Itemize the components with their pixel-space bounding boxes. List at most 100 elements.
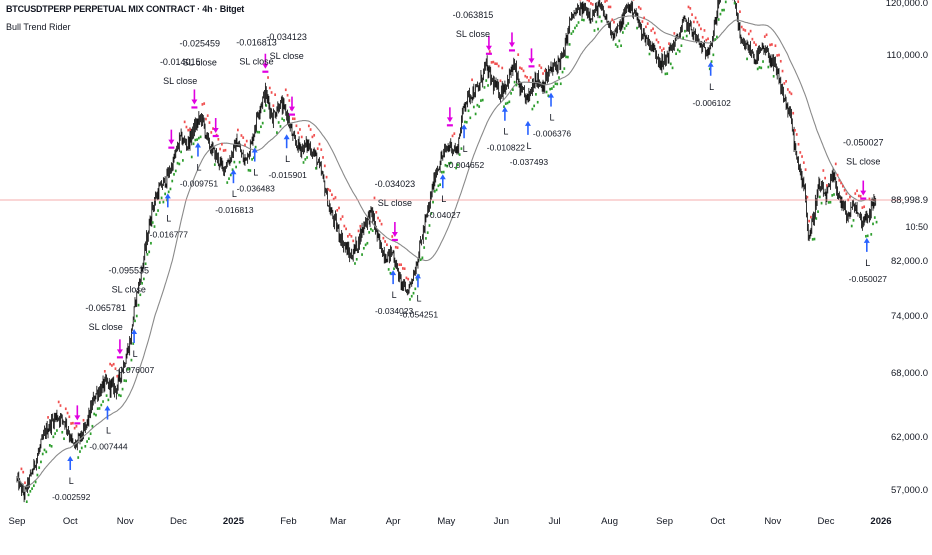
price-tick-label: 68,000.0 <box>891 368 928 379</box>
entry-arrow-head <box>414 273 421 279</box>
sl-close-label: SL close <box>183 57 217 67</box>
entry-value: -0.016777 <box>150 229 189 239</box>
entry-label: L <box>526 141 531 151</box>
entry-arrow-head <box>390 270 397 276</box>
trade-pnl-label: -0.095535 <box>108 266 149 276</box>
time-tick-label: Jun <box>494 516 509 527</box>
entry-arrow-head <box>104 405 111 411</box>
trade-marker-layer: L -0.002592 L -0.007444 L -0.076007 L -0.016777… <box>52 32 888 502</box>
entry-label: L <box>133 349 138 359</box>
time-tick-label: Jul <box>548 516 560 527</box>
time-tick-label: 2026 <box>870 516 891 527</box>
entry-value: -0.006376 <box>533 129 572 139</box>
entry-label: L <box>285 154 290 164</box>
sl-close-label: SL close <box>456 29 490 39</box>
time-tick-label: May <box>437 516 455 527</box>
sl-close-label: SL close <box>270 51 304 61</box>
price-axis: 57,000.0 62,000.0 68,000.0 74,000.0 82,000.0… <box>886 0 928 496</box>
candle-layer <box>16 0 877 503</box>
time-tick-label: Sep <box>9 516 26 527</box>
price-tick-label: 74,000.0 <box>891 311 928 322</box>
price-tick-label: 120,000.0 <box>886 0 928 9</box>
entry-arrow-head <box>863 237 870 243</box>
time-tick-label: Dec <box>818 516 835 527</box>
sl-close-label: SL close <box>89 322 123 332</box>
entry-value: -0.016813 <box>215 205 254 215</box>
entry-value: -0.004652 <box>446 160 485 170</box>
entry-label: L <box>166 213 171 223</box>
entry-value: -0.006102 <box>693 98 732 108</box>
entry-label: L <box>865 258 870 268</box>
entry-arrow-head <box>230 169 237 175</box>
entry-arrow-head <box>439 174 446 180</box>
exit-arrow-head <box>860 190 867 196</box>
exit-arrow-head <box>288 106 295 112</box>
exit-arrow-head <box>391 231 398 237</box>
trade-pnl-label: -0.065781 <box>85 303 126 313</box>
entry-arrow-head <box>548 92 555 98</box>
entry-value: -0.015901 <box>269 170 308 180</box>
entry-label: L <box>503 127 508 137</box>
time-tick-label: Apr <box>386 516 401 527</box>
entry-arrow-head <box>707 61 714 67</box>
trade-pnl-label: -0.034123 <box>266 32 307 42</box>
exit-arrow-head <box>528 58 535 64</box>
entry-value: -0.036483 <box>237 184 276 194</box>
trade-pnl-label: -0.014015 <box>160 57 201 67</box>
exit-arrow-head <box>262 63 269 69</box>
entry-label: L <box>106 426 111 436</box>
time-tick-label: Oct <box>63 516 78 527</box>
entry-arrow-head <box>194 142 201 148</box>
entry-label: L <box>232 189 237 199</box>
symbol-title[interactable]: BTCUSDTPERP PERPETUAL MIX CONTRACT · 4h … <box>6 4 245 14</box>
price-tick-label: 82,000.0 <box>891 256 928 267</box>
exit-arrow-head <box>74 415 81 421</box>
exit-arrow-head <box>168 139 175 145</box>
exit-arrow-head <box>446 117 453 123</box>
bar-countdown-label: 10:50 <box>905 222 928 232</box>
entry-arrow-head <box>164 193 171 199</box>
indicator-legend[interactable]: Bull Trend Rider <box>6 22 71 32</box>
entry-value: -0.034023 <box>375 306 414 316</box>
sma-line <box>16 15 876 488</box>
time-tick-label: 2025 <box>223 516 245 527</box>
entry-value: -0.054251 <box>400 309 439 319</box>
time-tick-label: Nov <box>117 516 134 527</box>
price-tick-label: 62,000.0 <box>891 432 928 443</box>
trade-pnl-label: -0.050027 <box>843 138 884 148</box>
entry-value: -0.037493 <box>510 157 549 167</box>
time-tick-label: Sep <box>656 516 673 527</box>
time-axis: Sep Oct Nov Dec 2025 Feb Mar Apr May Jun Jul Aug Sep… <box>9 516 892 527</box>
entry-arrow-head <box>524 120 531 126</box>
price-tick-label: 110,000.0 <box>886 50 928 61</box>
sl-close-label: SL close <box>239 57 273 67</box>
entry-value: -0.002592 <box>52 492 91 502</box>
entry-arrow-head <box>67 456 74 462</box>
sma-layer <box>16 15 876 488</box>
time-tick-label: Dec <box>170 516 187 527</box>
trade-pnl-label: -0.063815 <box>453 10 494 20</box>
entry-arrow-head <box>283 134 290 140</box>
current-price-label: 88,998.9 <box>891 195 928 206</box>
trailing-stop-layer <box>0 0 903 504</box>
sl-close-label: SL close <box>112 285 146 295</box>
entry-label: L <box>253 168 258 178</box>
entry-arrow-head <box>131 328 138 334</box>
exit-arrow-head <box>508 42 515 48</box>
exit-arrow-head <box>116 349 123 355</box>
sl-close-label: SL close <box>163 76 197 86</box>
entry-label: L <box>69 476 74 486</box>
time-tick-label: Oct <box>710 516 725 527</box>
entry-value: -0.007444 <box>89 442 128 452</box>
trade-pnl-label: -0.016813 <box>236 38 277 48</box>
entry-value: -0.009751 <box>180 179 219 189</box>
exit-arrow-head <box>485 45 492 51</box>
entry-value: -0.04027 <box>427 210 461 220</box>
entry-value: -0.076007 <box>116 365 155 375</box>
entry-arrow-head <box>251 147 258 153</box>
entry-arrow-head <box>461 124 468 130</box>
entry-value: -0.050027 <box>849 274 888 284</box>
